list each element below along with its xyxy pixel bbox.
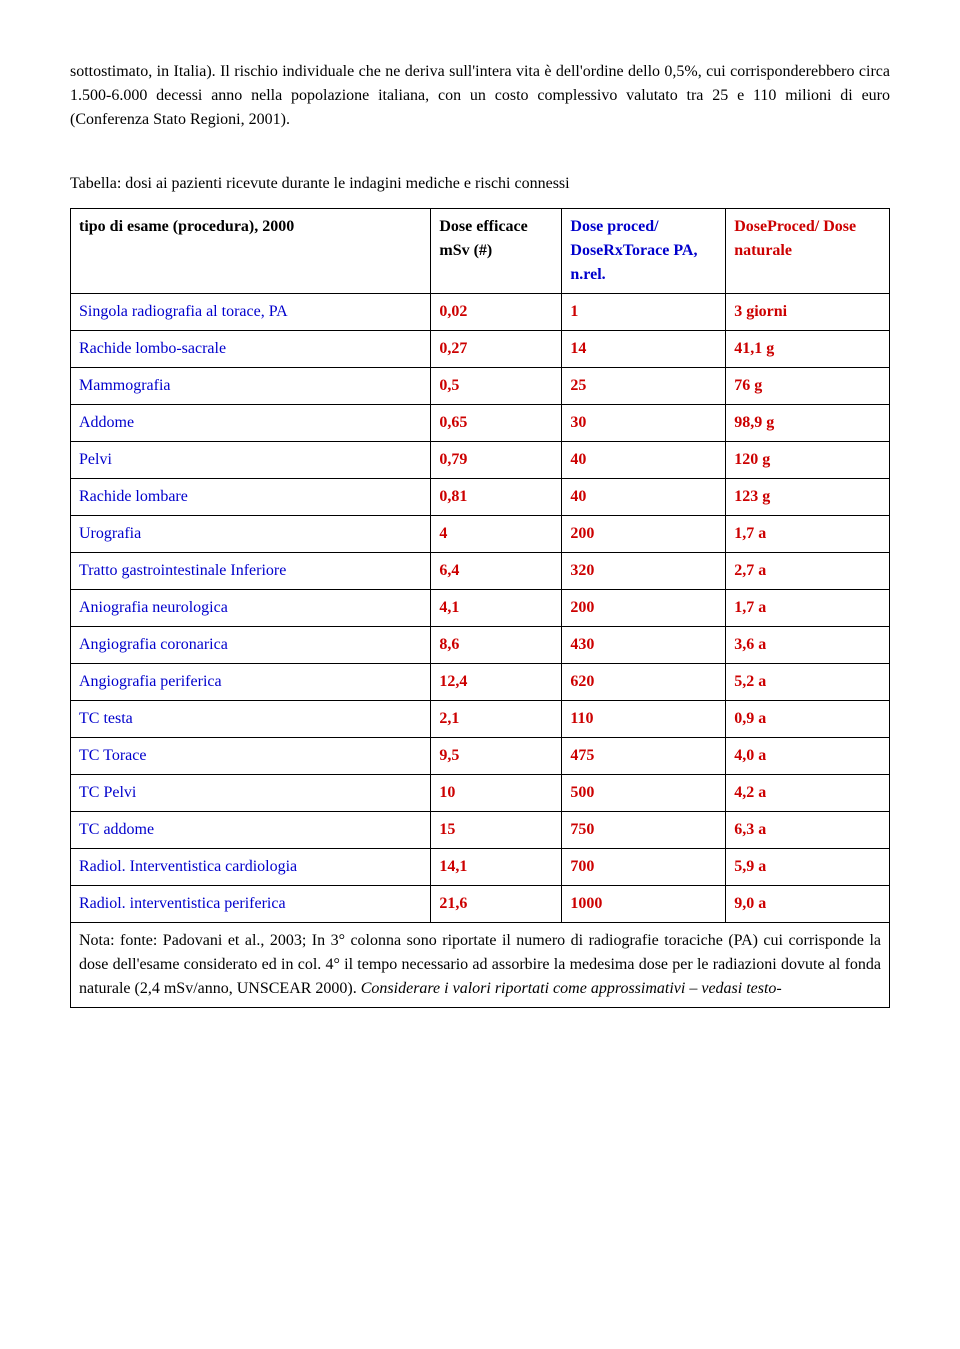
cell-dose: 10 xyxy=(431,775,562,812)
table-row: Angiografia coronarica8,64303,6 a xyxy=(71,627,890,664)
cell-nat: 9,0 a xyxy=(726,886,890,923)
cell-dose: 0,65 xyxy=(431,405,562,442)
table-row: Addome0,653098,9 g xyxy=(71,405,890,442)
table-row: Tratto gastrointestinale Inferiore6,4320… xyxy=(71,553,890,590)
table-row: Radiol. interventistica periferica21,610… xyxy=(71,886,890,923)
cell-dose: 8,6 xyxy=(431,627,562,664)
intro-text: sottostimato, in Italia). Il rischio ind… xyxy=(70,63,890,128)
table-row: TC testa2,11100,9 a xyxy=(71,701,890,738)
cell-exam: Angiografia periferica xyxy=(71,664,431,701)
table-row: Urografia42001,7 a xyxy=(71,516,890,553)
cell-exam: Aniografia neurologica xyxy=(71,590,431,627)
table-row: Angiografia periferica12,46205,2 a xyxy=(71,664,890,701)
cell-rel: 30 xyxy=(562,405,726,442)
cell-nat: 123 g xyxy=(726,479,890,516)
cell-rel: 475 xyxy=(562,738,726,775)
cell-rel: 1000 xyxy=(562,886,726,923)
cell-exam: Rachide lombare xyxy=(71,479,431,516)
cell-dose: 4 xyxy=(431,516,562,553)
cell-dose: 12,4 xyxy=(431,664,562,701)
cell-dose: 15 xyxy=(431,812,562,849)
cell-dose: 0,5 xyxy=(431,368,562,405)
table-note-row: Nota: fonte: Padovani et al., 2003; In 3… xyxy=(71,923,890,1008)
cell-nat: 1,7 a xyxy=(726,516,890,553)
cell-nat: 5,2 a xyxy=(726,664,890,701)
cell-exam: Mammografia xyxy=(71,368,431,405)
cell-exam: Singola radiografia al torace, PA xyxy=(71,294,431,331)
cell-dose: 2,1 xyxy=(431,701,562,738)
cell-nat: 3 giorni xyxy=(726,294,890,331)
cell-nat: 76 g xyxy=(726,368,890,405)
cell-rel: 500 xyxy=(562,775,726,812)
cell-rel: 14 xyxy=(562,331,726,368)
intro-paragraph: sottostimato, in Italia). Il rischio ind… xyxy=(70,60,890,132)
header-rel: Dose proced/ DoseRxTorace PA, n.rel. xyxy=(562,209,726,294)
cell-exam: Addome xyxy=(71,405,431,442)
cell-nat: 4,2 a xyxy=(726,775,890,812)
cell-exam: TC testa xyxy=(71,701,431,738)
cell-dose: 14,1 xyxy=(431,849,562,886)
cell-nat: 4,0 a xyxy=(726,738,890,775)
cell-dose: 0,81 xyxy=(431,479,562,516)
table-row: Radiol. Interventistica cardiologia14,17… xyxy=(71,849,890,886)
cell-rel: 430 xyxy=(562,627,726,664)
cell-nat: 5,9 a xyxy=(726,849,890,886)
dose-table: tipo di esame (procedura), 2000 Dose eff… xyxy=(70,208,890,1008)
cell-dose: 0,27 xyxy=(431,331,562,368)
cell-rel: 1 xyxy=(562,294,726,331)
table-row: TC addome157506,3 a xyxy=(71,812,890,849)
cell-nat: 2,7 a xyxy=(726,553,890,590)
cell-dose: 21,6 xyxy=(431,886,562,923)
cell-rel: 200 xyxy=(562,516,726,553)
cell-nat: 0,9 a xyxy=(726,701,890,738)
cell-exam: TC addome xyxy=(71,812,431,849)
cell-nat: 1,7 a xyxy=(726,590,890,627)
cell-exam: Angiografia coronarica xyxy=(71,627,431,664)
table-row: TC Pelvi105004,2 a xyxy=(71,775,890,812)
header-nat: DoseProced/ Dose naturale xyxy=(726,209,890,294)
cell-rel: 200 xyxy=(562,590,726,627)
cell-dose: 0,79 xyxy=(431,442,562,479)
table-title: Tabella: dosi ai pazienti ricevute duran… xyxy=(70,172,890,196)
cell-nat: 120 g xyxy=(726,442,890,479)
cell-rel: 320 xyxy=(562,553,726,590)
cell-exam: TC Torace xyxy=(71,738,431,775)
table-row: Mammografia0,52576 g xyxy=(71,368,890,405)
table-row: Rachide lombo-sacrale0,271441,1 g xyxy=(71,331,890,368)
cell-rel: 750 xyxy=(562,812,726,849)
header-dose: Dose efficace mSv (#) xyxy=(431,209,562,294)
cell-rel: 25 xyxy=(562,368,726,405)
table-row: Rachide lombare0,8140123 g xyxy=(71,479,890,516)
cell-dose: 4,1 xyxy=(431,590,562,627)
cell-dose: 9,5 xyxy=(431,738,562,775)
cell-rel: 620 xyxy=(562,664,726,701)
cell-exam: TC Pelvi xyxy=(71,775,431,812)
cell-rel: 40 xyxy=(562,442,726,479)
cell-rel: 110 xyxy=(562,701,726,738)
cell-rel: 700 xyxy=(562,849,726,886)
table-row: Pelvi0,7940120 g xyxy=(71,442,890,479)
cell-exam: Radiol. Interventistica cardiologia xyxy=(71,849,431,886)
cell-rel: 40 xyxy=(562,479,726,516)
cell-dose: 0,02 xyxy=(431,294,562,331)
header-exam: tipo di esame (procedura), 2000 xyxy=(71,209,431,294)
cell-nat: 98,9 g xyxy=(726,405,890,442)
note-italic: Considerare i valori riportati come appr… xyxy=(361,980,782,997)
cell-exam: Tratto gastrointestinale Inferiore xyxy=(71,553,431,590)
cell-nat: 3,6 a xyxy=(726,627,890,664)
table-row: Singola radiografia al torace, PA0,0213 … xyxy=(71,294,890,331)
table-note-cell: Nota: fonte: Padovani et al., 2003; In 3… xyxy=(71,923,890,1008)
cell-exam: Urografia xyxy=(71,516,431,553)
cell-exam: Radiol. interventistica periferica xyxy=(71,886,431,923)
cell-exam: Rachide lombo-sacrale xyxy=(71,331,431,368)
table-header-row: tipo di esame (procedura), 2000 Dose eff… xyxy=(71,209,890,294)
table-row: TC Torace9,54754,0 a xyxy=(71,738,890,775)
cell-nat: 6,3 a xyxy=(726,812,890,849)
cell-exam: Pelvi xyxy=(71,442,431,479)
table-row: Aniografia neurologica4,12001,7 a xyxy=(71,590,890,627)
cell-nat: 41,1 g xyxy=(726,331,890,368)
cell-dose: 6,4 xyxy=(431,553,562,590)
